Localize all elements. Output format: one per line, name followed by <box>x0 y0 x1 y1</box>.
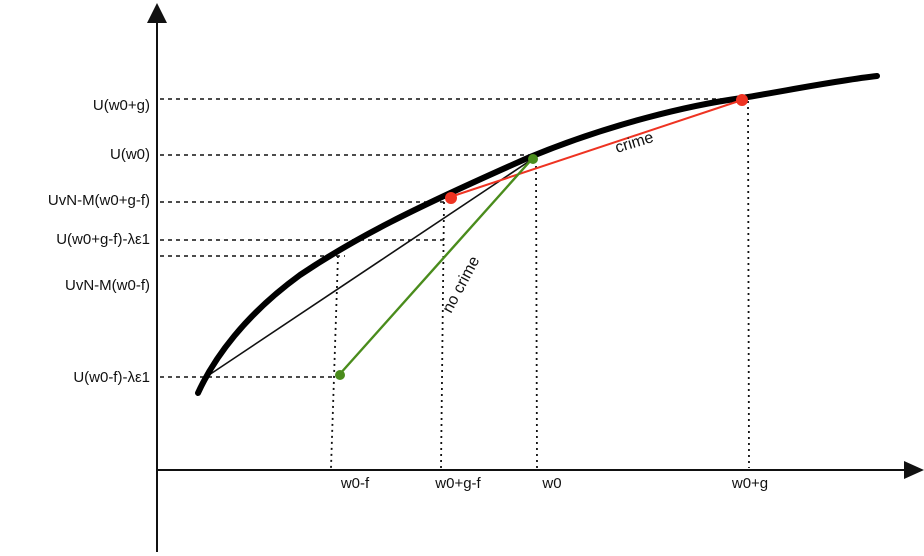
vguide-w0-plus-g-minus-f <box>440 201 445 469</box>
crime-label: crime <box>613 129 655 157</box>
x-axis-labels: w0-f w0+g-f w0 w0+g <box>340 475 768 492</box>
crime-point-w0-g-f <box>445 192 457 204</box>
no-crime-label: no crime <box>440 254 484 316</box>
vguide-w0-minus-f <box>330 255 339 469</box>
label-w0-plus-g: w0+g <box>731 475 768 492</box>
chord-line <box>202 159 532 380</box>
label-w0-plus-g-minus-f: w0+g-f <box>434 475 481 492</box>
label-w0: w0 <box>541 475 561 492</box>
label-u-w0-f-le1: U(w0-f)-λε1 <box>73 369 150 386</box>
no-crime-line <box>338 158 533 376</box>
no-crime-point-w0-minus-f <box>335 370 345 380</box>
vguide-w0 <box>535 159 538 469</box>
crime-point-w0-plus-g <box>736 94 748 106</box>
no-crime-point-w0 <box>528 154 538 164</box>
y-axis-arrowhead <box>147 3 167 23</box>
label-u-vnm-w0-f: UvN-M(w0-f) <box>65 277 150 294</box>
y-axis-labels: U(w0+g) U(w0) UvN-M(w0+g-f) U(w0+g-f)-λε… <box>48 97 150 386</box>
horizontal-guides <box>160 98 740 378</box>
x-axis-arrowhead <box>904 461 924 479</box>
crime-line <box>449 99 743 198</box>
label-u-w0-g-f-le1: U(w0+g-f)-λε1 <box>56 231 150 248</box>
label-u-w0-plus-g: U(w0+g) <box>93 97 150 114</box>
label-w0-minus-f: w0-f <box>340 475 370 492</box>
utility-curve <box>195 73 880 396</box>
vertical-guides <box>330 100 750 469</box>
label-u-vnm-w0-g-f: UvN-M(w0+g-f) <box>48 192 150 209</box>
vguide-w0-plus-g <box>747 100 750 469</box>
label-u-w0: U(w0) <box>110 146 150 163</box>
axes <box>147 3 924 552</box>
